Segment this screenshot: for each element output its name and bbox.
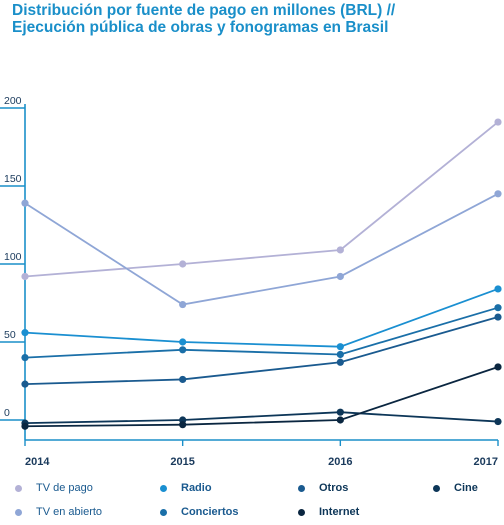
data-point [336, 272, 344, 281]
x-tick-label: 2016 [328, 456, 352, 468]
y-tick-label: 0 [4, 407, 10, 419]
series-line-internet [24, 366, 499, 428]
y-tick-label: 150 [4, 173, 22, 185]
data-point [494, 313, 502, 321]
data-point [21, 272, 29, 281]
data-point [336, 246, 344, 254]
series-line-conciertos [24, 306, 499, 359]
x-tick-label: 2015 [170, 456, 194, 468]
data-point [336, 416, 344, 424]
data-point [21, 422, 29, 430]
data-point [21, 354, 29, 362]
chart-title: Distribución por fuente de pago en millo… [12, 2, 492, 36]
x-tick-label: 2017 [474, 456, 498, 468]
data-point [494, 190, 502, 198]
data-point [336, 358, 344, 366]
series-line-tv-de-pago [24, 121, 499, 278]
series-line-radio [24, 288, 499, 348]
data-point [21, 199, 29, 207]
data-point [179, 300, 187, 309]
data-point [494, 363, 502, 371]
chart-title-line-2: Ejecución pública de obras y fonogramas … [12, 19, 389, 36]
data-point [336, 350, 344, 359]
data-point [494, 118, 502, 126]
chart-title-line-1: Distribución por fuente de pago en millo… [12, 2, 396, 19]
series-line-otros [24, 316, 499, 386]
series-line-cine [24, 411, 499, 425]
data-point [179, 346, 187, 354]
data-point [494, 417, 502, 426]
data-point [336, 343, 344, 351]
data-point [179, 421, 187, 429]
y-tick-label: 50 [4, 329, 16, 341]
data-point [336, 408, 344, 416]
y-tick-label: 100 [4, 251, 22, 263]
data-point [494, 304, 502, 312]
data-point [179, 260, 187, 268]
data-point [21, 380, 29, 388]
y-tick-label: 200 [4, 95, 22, 107]
x-tick-label: 2014 [25, 456, 50, 468]
data-point [494, 285, 502, 293]
series-line-tv-en-abierto [24, 193, 499, 306]
data-point [179, 375, 187, 384]
data-point [179, 338, 187, 346]
data-point [21, 329, 29, 337]
